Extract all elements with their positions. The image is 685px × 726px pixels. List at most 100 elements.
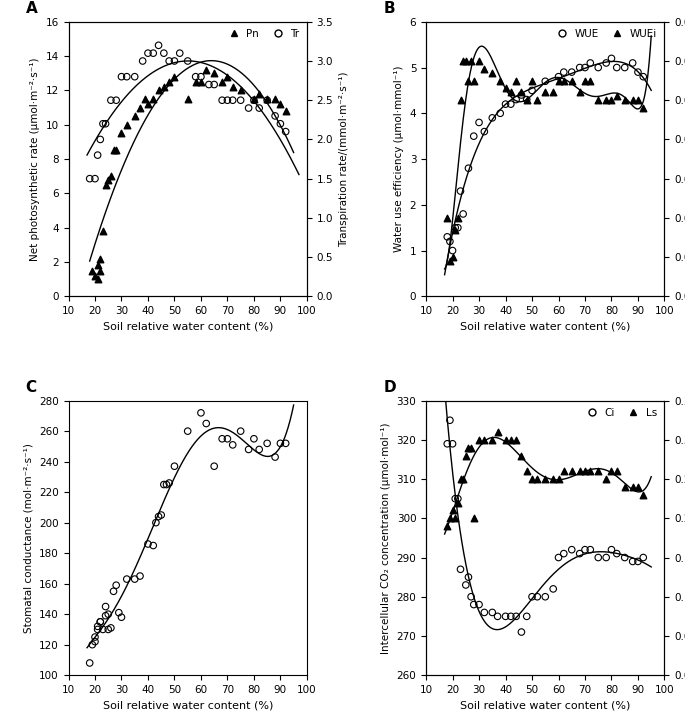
Point [566, 66, 577, 78]
Point [540, 86, 551, 98]
Point [460, 579, 471, 591]
Point [121, 574, 132, 585]
Point [510, 75, 521, 86]
Point [532, 94, 543, 106]
Point [566, 544, 577, 555]
Point [516, 86, 527, 98]
Point [97, 624, 108, 635]
Point [134, 570, 145, 582]
Point [280, 438, 291, 449]
Y-axis label: Stomatal conductance (mol·m⁻²·s⁻¹): Stomatal conductance (mol·m⁻²·s⁻¹) [23, 443, 34, 633]
Point [201, 64, 212, 76]
Point [97, 118, 108, 129]
Point [92, 621, 103, 632]
Point [593, 465, 603, 477]
Point [280, 126, 291, 137]
Point [95, 134, 105, 145]
Y-axis label: Water use efficiency (μmol·mmol⁻¹): Water use efficiency (μmol·mmol⁻¹) [394, 66, 404, 253]
Point [129, 110, 140, 122]
Point [253, 88, 264, 99]
Point [108, 585, 119, 597]
Point [466, 442, 477, 454]
Point [492, 426, 503, 438]
Point [548, 86, 559, 98]
Point [540, 76, 551, 87]
Point [601, 94, 612, 106]
Point [164, 477, 175, 489]
Point [249, 94, 260, 106]
Point [479, 63, 490, 75]
Point [521, 94, 532, 106]
Point [222, 71, 233, 83]
Y-axis label: Intercellular CO₂ concentration (μmol·mol⁻¹): Intercellular CO₂ concentration (μmol·mo… [381, 422, 391, 653]
Point [450, 222, 461, 234]
Point [227, 439, 238, 451]
Point [479, 607, 490, 619]
Point [195, 76, 206, 88]
Point [458, 473, 469, 485]
Point [574, 62, 585, 73]
Point [510, 611, 521, 622]
Point [455, 563, 466, 575]
Point [158, 478, 169, 490]
Point [450, 513, 461, 524]
Point [585, 57, 596, 69]
Point [100, 600, 111, 612]
Point [506, 611, 516, 622]
Y-axis label: Net photosynthetic rate (μmol·m⁻²·s⁻¹): Net photosynthetic rate (μmol·m⁻²·s⁻¹) [30, 57, 40, 261]
Point [222, 433, 233, 444]
Point [619, 62, 630, 73]
Point [580, 75, 590, 86]
Point [158, 81, 169, 93]
Point [216, 76, 227, 88]
Point [558, 75, 569, 86]
Point [270, 452, 281, 463]
Point [450, 493, 461, 505]
Text: D: D [383, 380, 396, 395]
Legend: Pn, Tr: Pn, Tr [221, 27, 301, 41]
Point [473, 55, 484, 67]
Legend: Ci, Ls: Ci, Ls [580, 406, 659, 420]
Point [473, 599, 484, 611]
Point [495, 107, 506, 119]
Point [121, 119, 132, 131]
Point [479, 434, 490, 446]
Point [113, 607, 124, 619]
Point [473, 117, 484, 129]
Point [262, 438, 273, 449]
Point [445, 236, 456, 248]
Point [129, 574, 140, 585]
Point [103, 608, 114, 620]
Point [227, 81, 238, 93]
Point [627, 481, 638, 493]
Point [153, 511, 164, 523]
Point [638, 489, 649, 501]
Point [169, 71, 180, 83]
Point [243, 102, 254, 114]
Point [566, 75, 577, 86]
Point [164, 55, 175, 67]
Point [455, 94, 466, 106]
Text: A: A [25, 1, 38, 16]
Point [611, 465, 622, 477]
Point [510, 94, 521, 105]
Point [105, 622, 116, 634]
Point [469, 131, 479, 142]
Point [275, 118, 286, 129]
X-axis label: Soil relative water content (%): Soil relative water content (%) [460, 701, 630, 711]
Point [103, 174, 114, 185]
Point [442, 212, 453, 224]
Point [275, 438, 286, 449]
Point [137, 55, 148, 67]
Point [90, 270, 101, 282]
Point [100, 610, 111, 621]
Point [201, 417, 212, 429]
Point [84, 657, 95, 669]
Point [190, 76, 201, 88]
Point [447, 245, 458, 256]
Point [111, 94, 122, 106]
Point [105, 171, 116, 182]
Point [445, 513, 456, 524]
Point [619, 94, 630, 106]
Point [142, 98, 153, 110]
